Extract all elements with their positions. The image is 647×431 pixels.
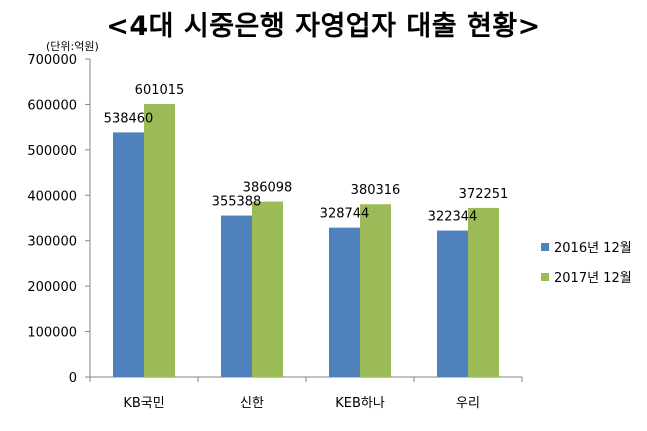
x-axis-ticks	[89, 377, 523, 382]
y-tick-label: 0	[69, 371, 77, 386]
y-tick-label: 200000	[27, 280, 77, 295]
data-label: 380316	[351, 183, 401, 198]
bars	[113, 103, 499, 377]
data-label: 538460	[104, 111, 154, 126]
legend: 2016년 12월 2017년 12월	[541, 241, 632, 286]
bar-series1	[437, 230, 468, 377]
legend-label: 2017년 12월	[554, 271, 632, 286]
unit-label: (단위:억원)	[46, 40, 99, 53]
y-tick-label: 700000	[27, 53, 77, 68]
category-label: 우리	[456, 396, 480, 411]
category-label: 신한	[240, 396, 264, 411]
data-label: 601015	[135, 83, 185, 98]
bar-series2	[144, 103, 175, 377]
chart-title: <4대 시중은행 자영업자 대출 현황>	[106, 11, 541, 42]
legend-swatch	[541, 243, 549, 251]
y-tick-label: 100000	[27, 326, 77, 341]
data-label: 386098	[243, 181, 293, 196]
bar-series2	[360, 204, 391, 377]
bar-series2	[252, 201, 283, 377]
data-label: 328744	[320, 207, 370, 222]
legend-swatch	[541, 273, 549, 281]
category-label: KEB하나	[335, 396, 385, 411]
bar-series1	[113, 132, 144, 377]
bar-series2	[468, 207, 499, 377]
y-axis-ticks: 0 100000 200000 300000 400000 500000 600000 700…	[27, 53, 90, 386]
legend-label: 2016년 12월	[554, 241, 632, 256]
bar-series1	[221, 215, 252, 377]
y-tick-label: 400000	[27, 189, 77, 204]
y-tick-label: 600000	[27, 98, 77, 113]
y-tick-label: 500000	[27, 144, 77, 159]
data-label: 355388	[212, 195, 262, 210]
category-label: KB국민	[123, 396, 164, 411]
category-labels: KB국민 신한 KEB하나 우리	[123, 396, 480, 411]
bar-series1	[329, 227, 360, 377]
data-label: 372251	[459, 187, 509, 202]
data-label: 322344	[428, 210, 478, 225]
y-tick-label: 300000	[27, 235, 77, 250]
